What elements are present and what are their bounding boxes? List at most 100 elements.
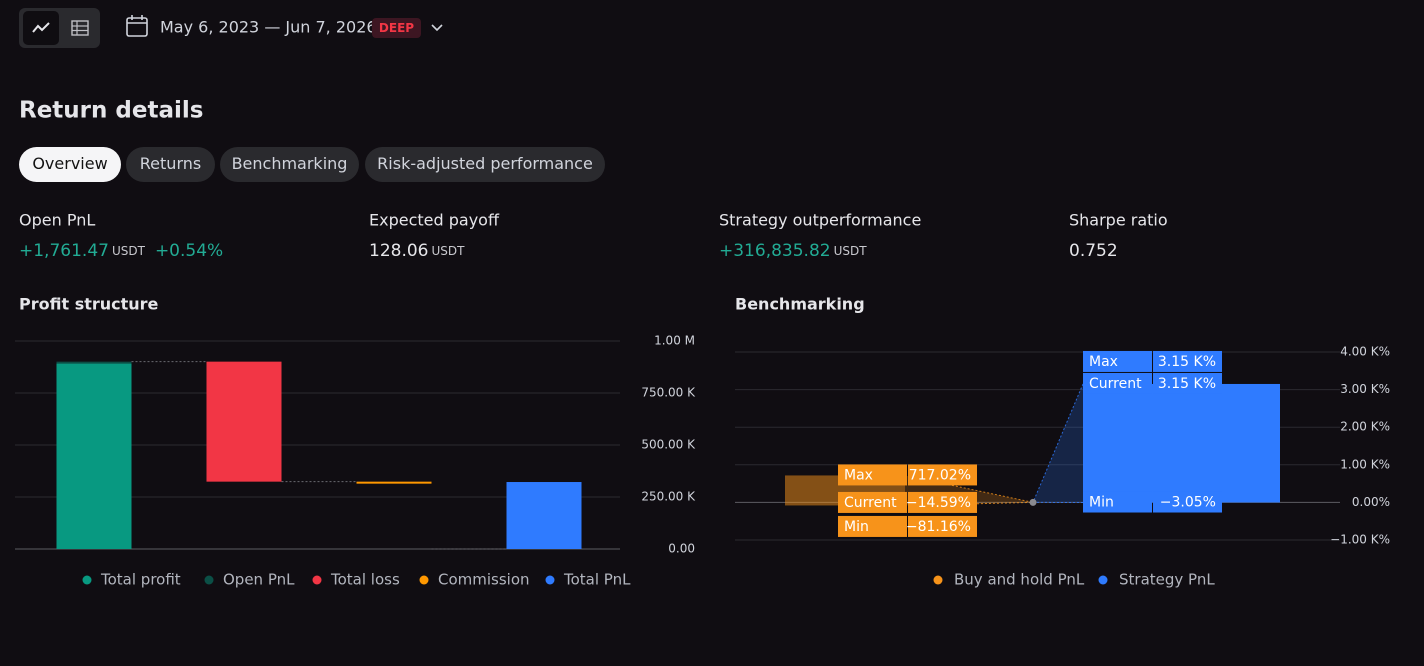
metric-value: 0.752 bbox=[1069, 241, 1118, 261]
metric-value: 128.06 USDT bbox=[369, 241, 465, 261]
chart-icon bbox=[32, 22, 50, 33]
legend-marker bbox=[1098, 575, 1108, 585]
metric-number: +316,835.82 bbox=[719, 241, 831, 261]
date-picker[interactable]: May 6, 2023 — Jun 7, 2026 DEEP bbox=[126, 15, 443, 38]
metric-unit: USDT bbox=[431, 244, 465, 258]
bar bbox=[206, 361, 282, 482]
bar bbox=[356, 481, 432, 484]
chevron bbox=[431, 24, 443, 32]
stat-row: Max 3.15 K% bbox=[1083, 350, 1222, 372]
legend-label: Total profit bbox=[100, 571, 181, 589]
date-range: May 6, 2023 — Jun 7, 2026 bbox=[160, 18, 377, 37]
metric-value: +1,761.47 USDT +0.54% bbox=[19, 241, 223, 261]
stat-name: Current bbox=[844, 495, 897, 511]
table-view-button[interactable] bbox=[71, 20, 89, 36]
y-tick-label: 1.00 K% bbox=[1340, 457, 1390, 471]
metric-value: +316,835.82 USDT bbox=[719, 241, 867, 261]
stat-value-cell bbox=[1153, 491, 1222, 513]
tab[interactable]: Overview bbox=[19, 147, 121, 182]
tab-background bbox=[19, 147, 121, 182]
y-tick-label: 0.00 bbox=[668, 542, 695, 556]
tab-background bbox=[126, 147, 215, 182]
legend-label: Buy and hold PnL bbox=[954, 571, 1085, 589]
stat-value: −14.59% bbox=[906, 495, 971, 511]
legend-marker bbox=[933, 575, 943, 585]
legend-label: Total loss bbox=[330, 571, 400, 589]
origin-point bbox=[1029, 498, 1037, 506]
section-title: Return details bbox=[19, 98, 203, 124]
stat-row: Min −81.16% bbox=[838, 515, 977, 537]
stat-value: 3.15 K% bbox=[1158, 376, 1216, 392]
stat-row: Current 3.15 K% bbox=[1083, 372, 1222, 394]
metric-label: Expected payoff bbox=[369, 211, 500, 230]
y-tick-label: 500.00 K bbox=[641, 438, 696, 452]
y-tick-label: −1.00 K% bbox=[1330, 533, 1390, 547]
stat-name-cell bbox=[1083, 491, 1152, 513]
legend-label: Strategy PnL bbox=[1119, 571, 1215, 589]
tab-label: Returns bbox=[140, 154, 201, 173]
range-fan-edge bbox=[1032, 383, 1084, 503]
stat-value: 717.02% bbox=[909, 467, 971, 483]
stat-row: Current −14.59% bbox=[838, 491, 977, 513]
stat-name-cell bbox=[838, 464, 907, 486]
stat-value-cell bbox=[908, 464, 977, 486]
stat-value: −81.16% bbox=[906, 519, 971, 535]
y-tick-label: 250.00 K bbox=[641, 490, 696, 504]
tab[interactable]: Risk-adjusted performance bbox=[365, 147, 605, 182]
bar bbox=[56, 361, 132, 364]
stat-name-cell bbox=[838, 515, 907, 537]
stat-name: Min bbox=[1089, 495, 1114, 511]
badge-label: DEEP bbox=[379, 21, 414, 35]
legend-marker bbox=[419, 575, 429, 585]
stat-value: 3.15 K% bbox=[1158, 354, 1216, 370]
y-tick-label: 3.00 K% bbox=[1340, 382, 1390, 396]
legend-label: Total PnL bbox=[563, 571, 631, 589]
legend-label: Open PnL bbox=[223, 571, 295, 589]
metric-unit: USDT bbox=[112, 244, 146, 258]
stat-name: Max bbox=[1089, 354, 1118, 370]
chart-title: Benchmarking bbox=[735, 295, 865, 314]
badge bbox=[372, 18, 421, 38]
calendar-icon bbox=[126, 17, 148, 37]
y-tick-label: 2.00 K% bbox=[1340, 420, 1390, 434]
bar bbox=[506, 482, 582, 549]
bar bbox=[56, 362, 132, 549]
chart-title: Profit structure bbox=[19, 295, 159, 314]
metric-label: Open PnL bbox=[19, 211, 95, 230]
stat-value-cell bbox=[1153, 372, 1222, 394]
legend-marker bbox=[312, 575, 322, 585]
tab-background bbox=[365, 147, 605, 182]
metric-unit: USDT bbox=[834, 244, 868, 258]
metric-label: Sharpe ratio bbox=[1069, 211, 1168, 230]
stat-name: Min bbox=[844, 519, 869, 535]
tab-label: Risk-adjusted performance bbox=[377, 154, 593, 173]
tab[interactable]: Returns bbox=[126, 147, 215, 182]
metric-number: +1,761.47 bbox=[19, 241, 109, 261]
y-tick-label: 0.00% bbox=[1352, 495, 1390, 509]
stat-name-cell bbox=[838, 491, 907, 513]
tab-label: Benchmarking bbox=[232, 154, 348, 173]
y-tick-label: 4.00 K% bbox=[1340, 345, 1390, 359]
y-tick-label: 750.00 K bbox=[641, 386, 696, 400]
stat-row: Min −3.05% bbox=[1083, 491, 1222, 513]
table-icon bbox=[71, 20, 89, 36]
metric-change: +0.54% bbox=[155, 241, 223, 261]
metric-label: Strategy outperformance bbox=[719, 211, 921, 230]
stat-value-cell bbox=[908, 491, 977, 513]
stat-name: Current bbox=[1089, 376, 1142, 392]
stat-row: Max 717.02% bbox=[838, 464, 977, 486]
legend-marker bbox=[204, 575, 214, 585]
tab-background bbox=[220, 147, 359, 182]
range-box bbox=[1083, 383, 1280, 503]
metric-number: 128.06 bbox=[369, 241, 428, 261]
stat-value-cell bbox=[908, 515, 977, 537]
stat-value-cell bbox=[1153, 350, 1222, 372]
stat-name: Max bbox=[844, 467, 873, 483]
legend-marker bbox=[545, 575, 555, 585]
stat-value: −3.05% bbox=[1160, 495, 1216, 511]
tab[interactable]: Benchmarking bbox=[220, 147, 359, 182]
tab-label: Overview bbox=[32, 154, 107, 173]
stat-name-cell bbox=[1083, 350, 1152, 372]
